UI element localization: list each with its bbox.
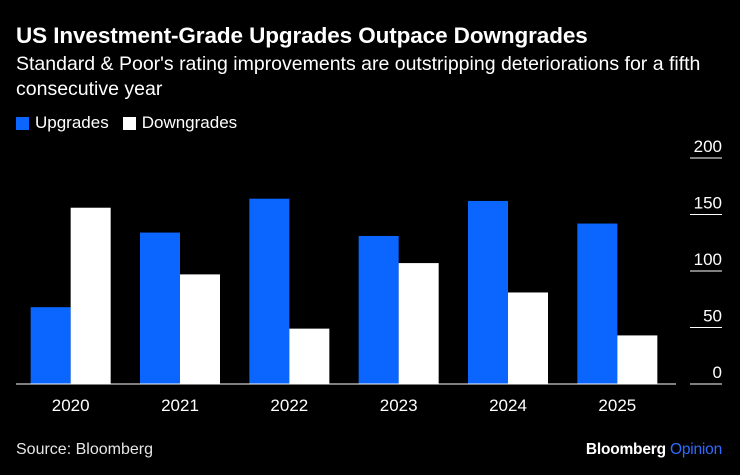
x-tick-label-2023: 2023 [380,396,418,415]
brand-suffix: Opinion [669,441,722,458]
bar-downgrades-2024 [508,292,548,384]
x-tick-label-2025: 2025 [598,396,636,415]
y-tick-label-50: 50 [703,307,722,326]
legend-label-downgrades: Downgrades [141,113,238,132]
bar-upgrades-2021 [140,232,180,384]
bar-upgrades-2020 [30,307,71,384]
bar-downgrades-2023 [398,263,439,384]
chart-subtitle: Standard & Poor's rating improvements ar… [16,53,701,100]
chart-legend: Upgrades Downgrades [16,113,251,133]
y-tick-label-150: 150 [694,194,722,213]
x-tick-label-2022: 2022 [270,396,308,415]
bar-downgrades-2025 [617,335,658,384]
chart-title: US Investment-Grade Upgrades Outpace Dow… [16,23,588,48]
legend-swatch-downgrades [122,116,136,130]
x-tick-label-2020: 2020 [52,396,90,415]
brand-name: Bloomberg [585,441,666,458]
legend-item-upgrades: Upgrades [16,113,109,133]
bar-downgrades-2020 [70,207,111,384]
y-tick-label-100: 100 [694,250,722,269]
bar-downgrades-2021 [180,274,220,384]
x-tick-label-2024: 2024 [489,396,527,415]
bar-downgrades-2022 [289,328,330,384]
bar-upgrades-2022 [249,198,290,384]
bar-upgrades-2024 [468,200,508,384]
legend-item-downgrades: Downgrades [122,113,238,133]
bar-upgrades-2025 [577,223,618,384]
brand-logo: Bloomberg Opinion [586,441,722,459]
source-note: Source: Bloomberg [16,441,153,458]
y-tick-label-200: 200 [694,137,722,156]
bar-upgrades-2023 [358,235,399,384]
legend-label-upgrades: Upgrades [35,113,109,132]
y-tick-label-0: 0 [713,363,722,382]
legend-swatch-upgrades [16,116,29,130]
x-tick-label-2021: 2021 [161,396,199,415]
